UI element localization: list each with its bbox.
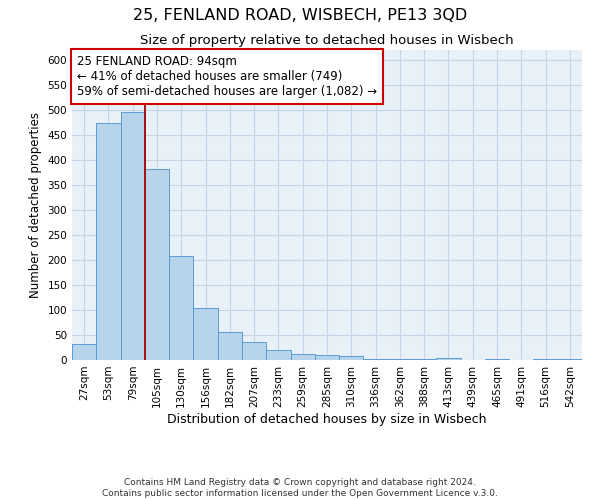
Bar (290, 354, 315, 360)
Bar (485, 358, 509, 360)
Bar (364, 359, 388, 360)
Bar (96, 123, 121, 360)
Title: Size of property relative to detached houses in Wisbech: Size of property relative to detached ho… (140, 34, 514, 48)
Bar (121, 112, 145, 360)
Bar (266, 350, 290, 360)
Bar (388, 359, 412, 360)
Bar (339, 356, 364, 360)
Bar (193, 308, 218, 360)
Y-axis label: Number of detached properties: Number of detached properties (29, 112, 42, 298)
Bar (218, 332, 242, 360)
Bar (315, 354, 339, 360)
X-axis label: Distribution of detached houses by size in Wisbech: Distribution of detached houses by size … (167, 412, 487, 426)
Bar (169, 256, 193, 360)
Bar (558, 358, 582, 360)
Bar (242, 342, 266, 360)
Text: 25, FENLAND ROAD, WISBECH, PE13 3QD: 25, FENLAND ROAD, WISBECH, PE13 3QD (133, 8, 467, 22)
Bar (412, 359, 436, 360)
Text: 25 FENLAND ROAD: 94sqm
← 41% of detached houses are smaller (749)
59% of semi-de: 25 FENLAND ROAD: 94sqm ← 41% of detached… (77, 54, 377, 98)
Text: Contains HM Land Registry data © Crown copyright and database right 2024.
Contai: Contains HM Land Registry data © Crown c… (102, 478, 498, 498)
Bar (145, 168, 169, 360)
Bar (436, 358, 461, 360)
Bar (533, 359, 558, 360)
Bar (72, 344, 96, 360)
